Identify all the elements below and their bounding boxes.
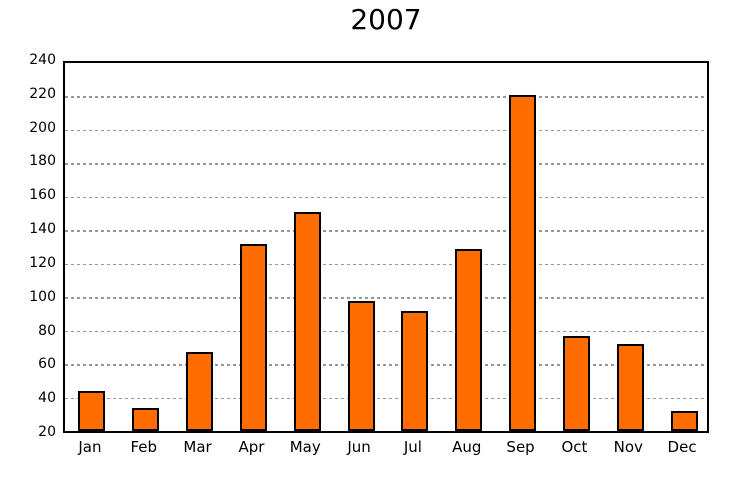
gridline-y160 — [65, 196, 707, 199]
y-tick-label-180: 180 — [29, 153, 56, 170]
x-tick-label-sep: Sep — [506, 438, 535, 456]
gridline-y40 — [65, 397, 707, 400]
x-tick-label-mar: Mar — [183, 438, 212, 456]
bar-may — [293, 211, 321, 431]
chart-title: 2007 — [350, 3, 422, 36]
bar-mar — [186, 352, 214, 431]
y-tick-label-220: 220 — [29, 85, 56, 102]
y-tick-label-40: 40 — [38, 390, 56, 407]
gridline-y80 — [65, 330, 707, 333]
y-tick-label-120: 120 — [29, 254, 56, 271]
y-tick-label-20: 20 — [38, 424, 56, 440]
y-tick-label-80: 80 — [38, 322, 56, 339]
x-tick-label-dec: Dec — [667, 438, 697, 456]
gridline-y200 — [65, 129, 707, 132]
bar-nov — [616, 344, 644, 431]
bar-apr — [239, 243, 267, 431]
x-tick-label-jan: Jan — [78, 438, 102, 456]
y-tick-label-100: 100 — [29, 288, 56, 305]
x-tick-label-oct: Oct — [561, 438, 588, 456]
y-tick-label-60: 60 — [38, 356, 56, 373]
x-tick-label-nov: Nov — [613, 438, 643, 456]
bar-dec — [670, 410, 698, 431]
gridline-y180 — [65, 163, 707, 165]
x-tick-label-feb: Feb — [130, 438, 158, 456]
bar-jul — [401, 310, 429, 431]
plot-area — [63, 61, 709, 433]
x-tick-label-jun: Jun — [347, 438, 371, 456]
gridline-y120 — [65, 263, 707, 266]
x-tick-label-jul: Jul — [403, 438, 422, 456]
x-tick-label-aug: Aug — [452, 438, 482, 456]
gridline-y60 — [65, 364, 707, 366]
x-tick-label-may: May — [289, 438, 321, 456]
y-tick-label-160: 160 — [29, 187, 56, 204]
bar-oct — [562, 335, 590, 431]
y-tick-label-140: 140 — [29, 221, 56, 238]
y-tick-label-240: 240 — [29, 52, 56, 68]
gridline-y220 — [65, 96, 707, 98]
gridline-y100 — [65, 297, 707, 299]
bar-jun — [347, 300, 375, 431]
x-tick-label-apr: Apr — [238, 438, 265, 456]
bar-feb — [132, 407, 160, 431]
gridline-y140 — [65, 230, 707, 232]
bar-sep — [509, 94, 537, 431]
y-tick-label-200: 200 — [29, 119, 56, 136]
bar-jan — [78, 390, 106, 431]
bar-aug — [455, 248, 483, 431]
